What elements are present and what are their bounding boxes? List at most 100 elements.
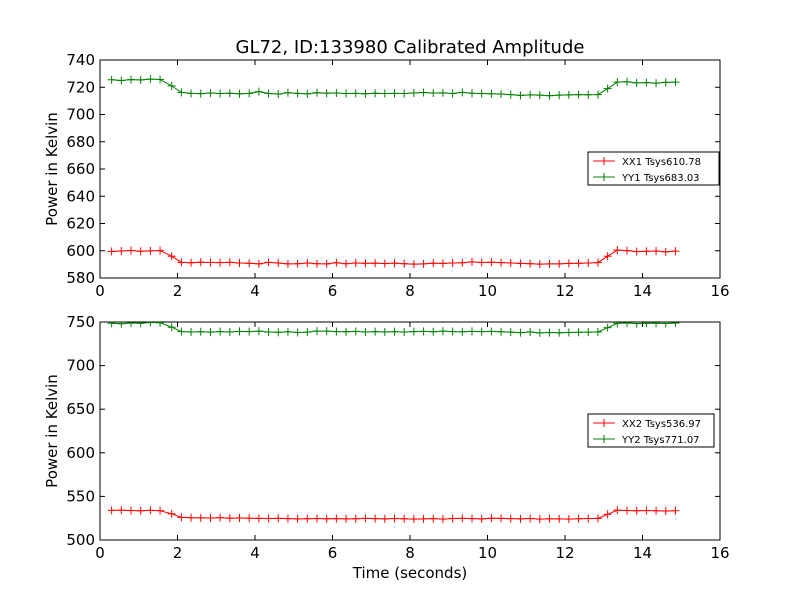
data-point (322, 327, 331, 336)
x-tick-label: 0 (95, 544, 105, 562)
data-point (177, 513, 186, 522)
data-point (652, 79, 661, 88)
data-point (584, 90, 593, 99)
data-point (613, 246, 622, 255)
data-point (516, 91, 525, 100)
data-point (156, 75, 165, 84)
data-point (661, 247, 670, 256)
data-point (351, 327, 360, 336)
data-point (361, 328, 370, 337)
data-point (419, 259, 428, 268)
legend-label: YY1 Tsys683.03 (621, 173, 700, 184)
data-point (584, 514, 593, 523)
data-point (177, 88, 186, 97)
data-point (167, 81, 176, 90)
x-tick-label: 6 (328, 282, 338, 300)
data-point (371, 514, 380, 523)
data-point (187, 89, 196, 98)
x-axis-label: Time (seconds) (352, 564, 468, 582)
data-point (574, 514, 583, 523)
data-point (661, 507, 670, 516)
data-point (225, 327, 234, 336)
data-point (303, 89, 312, 98)
data-point (225, 514, 234, 523)
data-point (390, 514, 399, 523)
data-point (196, 89, 205, 98)
data-point (564, 259, 573, 268)
data-point (254, 514, 263, 523)
data-point (409, 88, 418, 97)
data-point (400, 89, 409, 98)
data-point (603, 84, 612, 93)
data-point (593, 258, 602, 267)
legend-label: YY2 Tsys771.07 (621, 435, 700, 446)
x-tick-label: 10 (478, 282, 497, 300)
data-point (545, 259, 554, 268)
data-point (603, 510, 612, 519)
data-point (206, 258, 215, 267)
data-point (487, 89, 496, 98)
data-point (332, 327, 341, 336)
data-point (283, 259, 292, 268)
data-point (361, 259, 370, 268)
data-point (623, 246, 631, 255)
x-tick-label: 10 (478, 544, 497, 562)
data-point (136, 247, 145, 256)
data-point (293, 514, 302, 523)
data-point (225, 89, 234, 98)
data-point (313, 327, 321, 336)
data-point (468, 327, 476, 336)
data-point (127, 506, 135, 515)
y-tick-label: 700 (66, 357, 95, 375)
data-point (371, 89, 380, 98)
data-point (438, 88, 447, 97)
y-tick-label: 750 (66, 313, 95, 331)
data-point (526, 90, 535, 99)
data-point (419, 514, 428, 523)
data-point (458, 514, 467, 523)
data-point (283, 514, 292, 523)
data-point (409, 515, 418, 524)
data-point (206, 328, 215, 337)
data-point (146, 75, 155, 84)
data-point (254, 327, 263, 336)
data-point (652, 322, 661, 328)
data-point (283, 327, 292, 336)
data-point (448, 514, 457, 523)
data-point (574, 259, 583, 268)
data-point (564, 90, 573, 99)
data-point (632, 506, 641, 515)
data-point (303, 328, 312, 337)
data-point (274, 514, 283, 523)
data-point (216, 258, 225, 267)
data-point (593, 90, 602, 99)
y-tick-label: 660 (66, 160, 95, 178)
data-point (293, 328, 302, 337)
data-point (506, 259, 515, 268)
x-tick-label: 12 (555, 282, 574, 300)
data-point (487, 514, 496, 523)
data-point (497, 258, 506, 267)
data-point (652, 247, 661, 256)
data-point (177, 258, 186, 267)
data-point (225, 258, 234, 267)
x-tick-label: 14 (633, 544, 652, 562)
data-point (545, 328, 554, 337)
data-point (526, 327, 535, 336)
data-point (167, 252, 176, 261)
data-point (623, 506, 631, 515)
data-point (156, 246, 165, 255)
x-tick-label: 16 (710, 544, 729, 562)
data-point (264, 89, 273, 98)
data-point (400, 514, 409, 523)
data-point (117, 247, 126, 256)
data-point (429, 514, 438, 523)
data-point (506, 328, 515, 337)
data-point (264, 258, 273, 267)
data-point (535, 328, 544, 337)
data-point (342, 259, 351, 268)
data-point (555, 259, 564, 268)
series-xx1 (107, 246, 680, 269)
data-point (107, 247, 116, 256)
